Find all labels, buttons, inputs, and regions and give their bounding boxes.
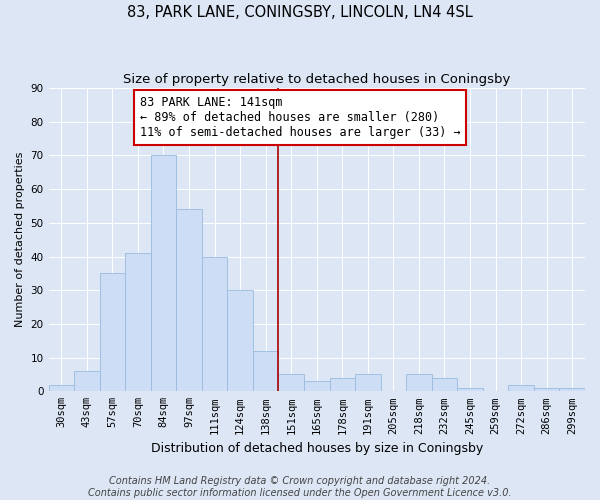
X-axis label: Distribution of detached houses by size in Coningsby: Distribution of detached houses by size … <box>151 442 483 455</box>
Bar <box>304 381 329 392</box>
Bar <box>227 290 253 392</box>
Bar <box>534 388 559 392</box>
Bar <box>278 374 304 392</box>
Bar <box>559 388 585 392</box>
Text: 83 PARK LANE: 141sqm
← 89% of detached houses are smaller (280)
11% of semi-deta: 83 PARK LANE: 141sqm ← 89% of detached h… <box>140 96 460 138</box>
Title: Size of property relative to detached houses in Coningsby: Size of property relative to detached ho… <box>123 72 511 86</box>
Bar <box>355 374 380 392</box>
Bar <box>74 371 100 392</box>
Bar <box>100 274 125 392</box>
Bar <box>253 351 278 392</box>
Bar <box>49 384 74 392</box>
Bar <box>125 253 151 392</box>
Bar <box>176 210 202 392</box>
Bar <box>151 156 176 392</box>
Y-axis label: Number of detached properties: Number of detached properties <box>15 152 25 328</box>
Text: 83, PARK LANE, CONINGSBY, LINCOLN, LN4 4SL: 83, PARK LANE, CONINGSBY, LINCOLN, LN4 4… <box>127 5 473 20</box>
Bar <box>457 388 483 392</box>
Bar <box>508 384 534 392</box>
Text: Contains HM Land Registry data © Crown copyright and database right 2024.
Contai: Contains HM Land Registry data © Crown c… <box>88 476 512 498</box>
Bar <box>329 378 355 392</box>
Bar <box>406 374 432 392</box>
Bar <box>432 378 457 392</box>
Bar <box>202 256 227 392</box>
